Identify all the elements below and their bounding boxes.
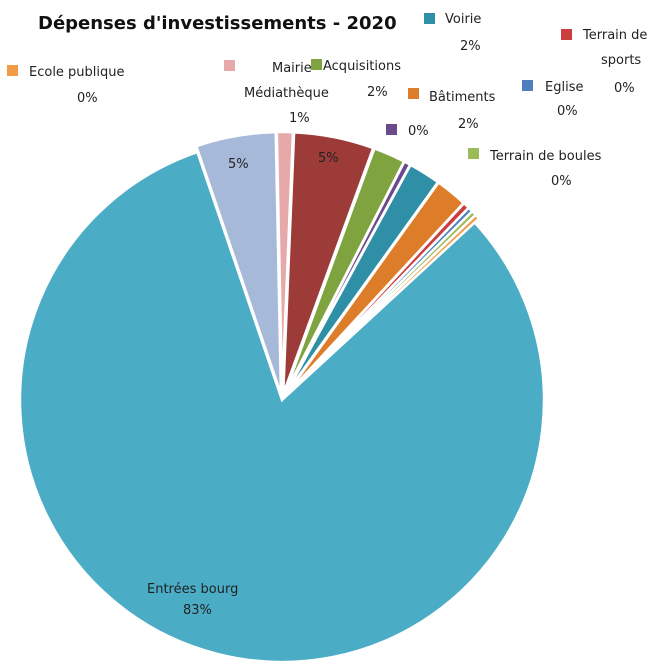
label-entrees-bourg-value: 83% bbox=[183, 603, 212, 618]
label-batiments: Bâtiments bbox=[429, 90, 496, 105]
label-voirie-value: 2% bbox=[460, 39, 481, 54]
legend-swatch-boules bbox=[468, 148, 479, 159]
label-voirie: Voirie bbox=[445, 12, 481, 27]
label-ecole-value: 0% bbox=[77, 91, 98, 106]
label-eglise-value: 0% bbox=[557, 104, 578, 119]
legend-swatch-batiments bbox=[408, 88, 419, 99]
label-ecole: Ecole publique bbox=[29, 65, 125, 80]
legend-swatch-purple bbox=[386, 124, 397, 135]
label-boules-value: 0% bbox=[551, 174, 572, 189]
pie-slice-m-diath-que bbox=[281, 131, 375, 395]
label-batiments-value: 2% bbox=[458, 117, 479, 132]
label-acquisitions-value: 2% bbox=[367, 85, 388, 100]
label-eglise: Eglise bbox=[545, 80, 583, 95]
legend-swatch-eglise bbox=[522, 80, 533, 91]
label-terrain-sports-value: 0% bbox=[614, 81, 635, 96]
legend-swatch-ecole bbox=[7, 65, 18, 76]
label-terrain-sports-1: Terrain de bbox=[582, 28, 647, 43]
label-mediatheque-value: 1% bbox=[289, 111, 310, 126]
legend-swatch-terrain-sports bbox=[561, 29, 572, 40]
legend-swatch-voirie bbox=[424, 13, 435, 24]
label-acquisitions: Acquisitions bbox=[323, 59, 401, 74]
legend-swatch-mairie bbox=[224, 60, 235, 71]
pie-slice-unnamed-11 bbox=[194, 130, 283, 395]
label-mairie: Mairie bbox=[272, 61, 312, 76]
pie-slices bbox=[18, 130, 546, 664]
label-blue-slice-value: 5% bbox=[228, 157, 249, 172]
legend-swatch-acquisitions bbox=[311, 59, 322, 70]
label-boules: Terrain de boules bbox=[489, 149, 602, 164]
label-terrain-sports-2: sports bbox=[601, 53, 641, 68]
label-purple-value: 0% bbox=[408, 124, 429, 139]
chart-title: Dépenses d'investissements - 2020 bbox=[38, 13, 397, 34]
pie-slice-entr-es-bourg bbox=[18, 150, 546, 664]
label-red-slice-value: 5% bbox=[318, 151, 339, 166]
label-mediatheque: Médiathèque bbox=[244, 86, 329, 101]
label-entrees-bourg: Entrées bourg bbox=[147, 582, 238, 597]
